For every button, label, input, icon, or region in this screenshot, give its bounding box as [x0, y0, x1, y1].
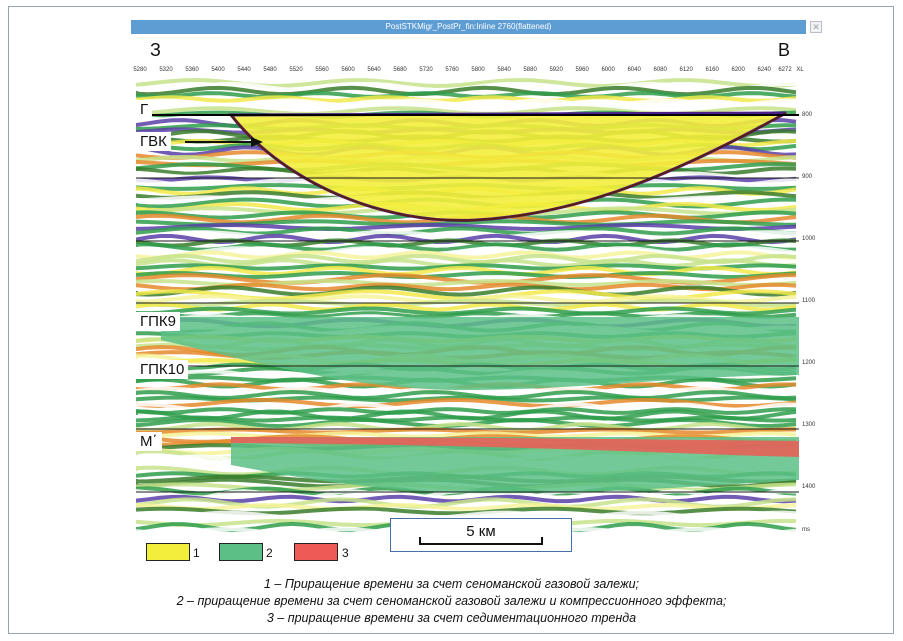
xl-tick-5560: 5560	[315, 67, 329, 73]
xl-tick-5320: 5320	[159, 67, 173, 73]
xl-tick-5280: 5280	[133, 67, 147, 73]
xl-tick-5920: 5920	[549, 67, 563, 73]
direction-west-label: З	[150, 40, 161, 60]
xl-tick-5400: 5400	[211, 67, 225, 73]
xl-tick-5960: 5960	[575, 67, 589, 73]
xl-tick-6000: 6000	[601, 67, 615, 73]
xl-tick-5360: 5360	[185, 67, 199, 73]
caption-line-3: 3 – приращение времени за счет седимента…	[266, 611, 637, 625]
scale-bar: 5 км	[390, 518, 572, 552]
scale-bar-tick-left	[419, 537, 421, 545]
gas-water-contact-line	[230, 112, 787, 222]
scale-bar-line	[419, 543, 543, 545]
time-axis-unit: ms	[802, 527, 810, 533]
xl-tick-6120: 6120	[679, 67, 693, 73]
gvk-arrow-icon	[185, 137, 263, 147]
xl-tick-5480: 5480	[263, 67, 277, 73]
xl-tick-5800: 5800	[471, 67, 485, 73]
xl-axis-label: XL	[796, 67, 804, 73]
legend-swatch-2	[219, 543, 263, 561]
time-tick-1400: 1400	[802, 484, 816, 490]
compression-zone-upper	[161, 317, 799, 390]
seismic-section	[136, 75, 799, 535]
legend-number-2: 2	[266, 546, 273, 560]
legend-swatch-3	[294, 543, 338, 561]
time-tick-1100: 1100	[802, 298, 815, 304]
xl-tick-6272: 6272	[778, 67, 792, 73]
xl-tick-5880: 5880	[523, 67, 537, 73]
xl-tick-6200: 6200	[731, 67, 745, 73]
xl-tick-5680: 5680	[393, 67, 407, 73]
xl-tick-6080: 6080	[653, 67, 667, 73]
caption-line-2: 2 – приращение времени за счет сеноманск…	[176, 594, 727, 608]
legend-number-1: 1	[193, 546, 200, 560]
time-tick-1300: 1300	[802, 422, 816, 428]
xl-tick-5840: 5840	[497, 67, 511, 73]
close-button[interactable]: ✕	[810, 21, 822, 33]
direction-east-label: В	[778, 40, 791, 60]
xl-tick-6160: 6160	[705, 67, 719, 73]
horizon-gpk10-label: ГПК10	[136, 360, 189, 379]
legend-swatch-1	[146, 543, 190, 561]
xl-tick-5760: 5760	[445, 67, 459, 73]
xl-tick-5440: 5440	[237, 67, 251, 73]
xl-tick-5520: 5520	[289, 67, 303, 73]
time-tick-800: 800	[802, 112, 813, 118]
sedimentation-trend-zone	[231, 437, 799, 457]
legend-number-3: 3	[342, 546, 349, 560]
time-tick-1000: 1000	[802, 236, 816, 242]
xl-tick-6240: 6240	[757, 67, 771, 73]
horizon-gpk9-label: ГПК9	[136, 312, 180, 331]
xl-tick-5600: 5600	[341, 67, 355, 73]
caption-line-1: 1 – Приращение времени за счет сеноманск…	[263, 577, 640, 591]
xl-tick-5640: 5640	[367, 67, 381, 73]
time-tick-900: 900	[802, 174, 813, 180]
xl-tick-6040: 6040	[627, 67, 641, 73]
horizon-m-label: М΄	[136, 432, 162, 451]
scale-bar-tick-right	[541, 537, 543, 545]
time-tick-1200: 1200	[802, 360, 816, 366]
horizon-gvk-label: ГВК	[136, 132, 171, 151]
xl-tick-5720: 5720	[419, 67, 433, 73]
horizon-g-label: Г	[136, 100, 153, 119]
window-title-bar: PostSTKMigr_PostPr_fin:Inline 2760(flatt…	[131, 20, 806, 34]
scale-bar-label: 5 км	[466, 523, 496, 540]
